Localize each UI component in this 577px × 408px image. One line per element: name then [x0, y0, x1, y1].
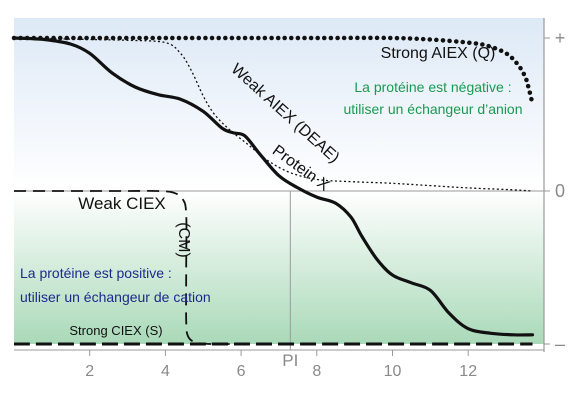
y-tick-label: +	[555, 28, 566, 48]
positive-note-line-2: utiliser un échangeur de cation	[20, 289, 211, 305]
x-tick-label: 8	[312, 363, 321, 380]
y-tick-label: –	[555, 334, 565, 354]
negative-note-line-2: utiliser un échangeur d’anion	[343, 101, 522, 117]
x-tick-label: 4	[161, 363, 170, 380]
label-strong-ciex: Strong CIEX (S)	[69, 323, 162, 338]
positive-note-line-1: La protéine est positive :	[20, 265, 172, 281]
y-tick-label: 0	[555, 181, 565, 201]
label-strong-aiex: Strong AIEX (Q)	[381, 45, 496, 62]
axes: 2 4 6 8 10 12 +0 –	[14, 18, 565, 380]
series-weak-ciex-cm	[14, 189, 230, 346]
x-tick-label: 12	[459, 363, 477, 380]
curves	[11, 35, 535, 346]
x-tick-label: 6	[237, 363, 246, 380]
negative-note-line-1: La protéine est négative :	[354, 79, 511, 95]
negative-region	[14, 18, 544, 191]
x-tick-label: 10	[384, 363, 402, 380]
x-tick-label: 2	[85, 363, 94, 380]
series-strong-aiex-q	[11, 35, 535, 107]
label-weak-ciex: Weak CIEX	[78, 194, 166, 213]
series-protein-x	[12, 36, 535, 337]
pi-label: PI	[282, 351, 298, 370]
label-ciex-cm: (CM)	[175, 222, 192, 258]
